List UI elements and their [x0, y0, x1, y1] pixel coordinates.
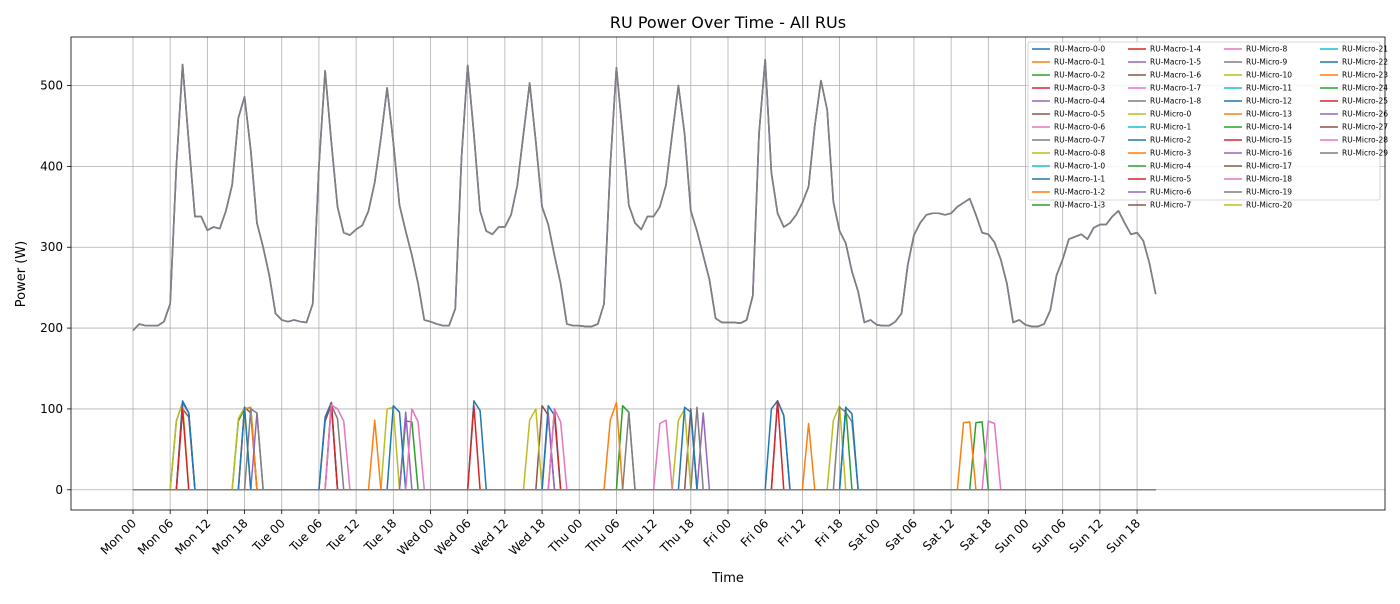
legend-entry: RU-Micro-18	[1246, 175, 1292, 184]
legend-entry: RU-Micro-15	[1246, 136, 1292, 145]
legend-entry: RU-Macro-0-2	[1054, 71, 1105, 80]
legend-entry: RU-Micro-9	[1246, 58, 1287, 67]
legend-entry: RU-Macro-0-1	[1054, 58, 1105, 67]
y-tick-label: 100	[40, 402, 63, 416]
legend-entry: RU-Micro-16	[1246, 149, 1292, 158]
legend-entry: RU-Macro-1-4	[1150, 45, 1201, 54]
legend-entry: RU-Micro-22	[1342, 58, 1388, 67]
legend-entry: RU-Micro-14	[1246, 123, 1292, 132]
legend-entry: RU-Micro-12	[1246, 97, 1292, 106]
legend-entry: RU-Macro-0-8	[1054, 149, 1105, 158]
legend-entry: RU-Macro-0-5	[1054, 110, 1105, 119]
legend-entry: RU-Macro-1-7	[1150, 84, 1201, 93]
legend-entry: RU-Micro-27	[1342, 123, 1388, 132]
legend-entry: RU-Micro-3	[1150, 149, 1191, 158]
legend-entry: RU-Micro-11	[1246, 84, 1292, 93]
y-axis-ticks: 0 100 200 300 400 500	[40, 79, 71, 497]
legend-entry: RU-Micro-7	[1150, 201, 1191, 210]
legend-entry: RU-Macro-1-8	[1150, 97, 1201, 106]
y-tick-label: 400	[40, 159, 63, 173]
legend-entry: RU-Micro-19	[1246, 188, 1292, 197]
legend-entry: RU-Micro-24	[1342, 84, 1388, 93]
legend-entry: RU-Macro-1-2	[1054, 188, 1105, 197]
legend-entry: RU-Micro-0	[1150, 110, 1191, 119]
legend-entry: RU-Micro-29	[1342, 149, 1388, 158]
legend-entry: RU-Micro-20	[1246, 201, 1292, 210]
legend-entry: RU-Macro-1-0	[1054, 162, 1105, 171]
legend-entry: RU-Micro-23	[1342, 71, 1388, 80]
legend-entry: RU-Micro-13	[1246, 110, 1292, 119]
legend-entry: RU-Macro-0-6	[1054, 123, 1105, 132]
legend: RU-Macro-0-0 RU-Macro-0-1 RU-Macro-0-2 RU-M…	[1027, 41, 1388, 210]
legend-box	[1027, 41, 1381, 201]
legend-entry: RU-Macro-0-3	[1054, 84, 1105, 93]
legend-entry: RU-Micro-10	[1246, 71, 1292, 80]
legend-entry: RU-Micro-2	[1150, 136, 1191, 145]
y-tick-label: 0	[55, 483, 63, 497]
legend-entry: RU-Micro-26	[1342, 110, 1388, 119]
legend-entry: RU-Micro-8	[1246, 45, 1287, 54]
legend-entry: RU-Macro-0-0	[1054, 45, 1105, 54]
legend-entry: RU-Macro-0-7	[1054, 136, 1105, 145]
x-axis-label: Time	[711, 571, 744, 586]
legend-entry: RU-Macro-1-5	[1150, 58, 1201, 67]
legend-entry: RU-Macro-0-4	[1054, 97, 1105, 106]
y-tick-label: 200	[40, 321, 63, 335]
series-lines	[132, 58, 1157, 491]
legend-entry: RU-Macro-1-1	[1054, 175, 1105, 184]
legend-entry: RU-Micro-1	[1150, 123, 1191, 132]
legend-entry: RU-Micro-17	[1246, 162, 1292, 171]
legend-entry: RU-Micro-5	[1150, 175, 1191, 184]
y-tick-label: 300	[40, 240, 63, 254]
legend-entry: RU-Macro-1-6	[1150, 71, 1201, 80]
y-tick-label: 500	[40, 79, 63, 93]
legend-entry: RU-Micro-21	[1342, 45, 1388, 54]
legend-entry: RU-Micro-25	[1342, 97, 1388, 106]
legend-entry: RU-Micro-4	[1150, 162, 1191, 171]
legend-entry: RU-Micro-28	[1342, 136, 1388, 145]
grid-lines	[71, 37, 1385, 510]
legend-entry: RU-Micro-6	[1150, 188, 1191, 197]
legend-entry: RU-Macro-1-3	[1054, 201, 1105, 210]
y-axis-label: Power (W)	[14, 241, 29, 307]
series-line-macro-group-2	[132, 58, 1157, 332]
chart-title: RU Power Over Time - All RUs	[610, 13, 846, 32]
